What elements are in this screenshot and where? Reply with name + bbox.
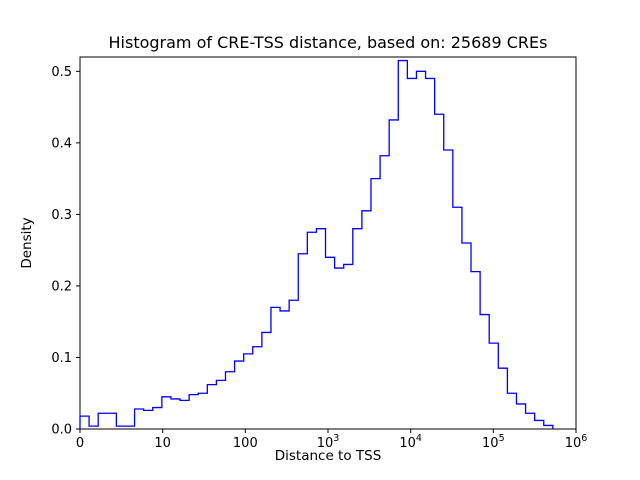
y-tick-label: 0.2 <box>51 279 72 294</box>
x-tick-label: 0 <box>76 436 84 451</box>
x-tick-label: 10 <box>154 436 171 451</box>
chart-title: Histogram of CRE-TSS distance, based on:… <box>108 33 548 52</box>
y-tick-label: 0.1 <box>51 351 72 366</box>
y-tick-label: 0.0 <box>51 423 72 438</box>
histogram-step-line <box>79 59 554 429</box>
y-tick-label: 0.3 <box>51 208 72 223</box>
y-axis-label: Density <box>19 217 35 269</box>
x-tick-label: 100 <box>233 436 258 451</box>
y-tick-label: 0.4 <box>51 136 72 151</box>
x-axis-label: Distance to TSS <box>274 448 382 464</box>
y-tick-label: 0.5 <box>51 65 72 80</box>
axes-frame <box>79 56 577 430</box>
